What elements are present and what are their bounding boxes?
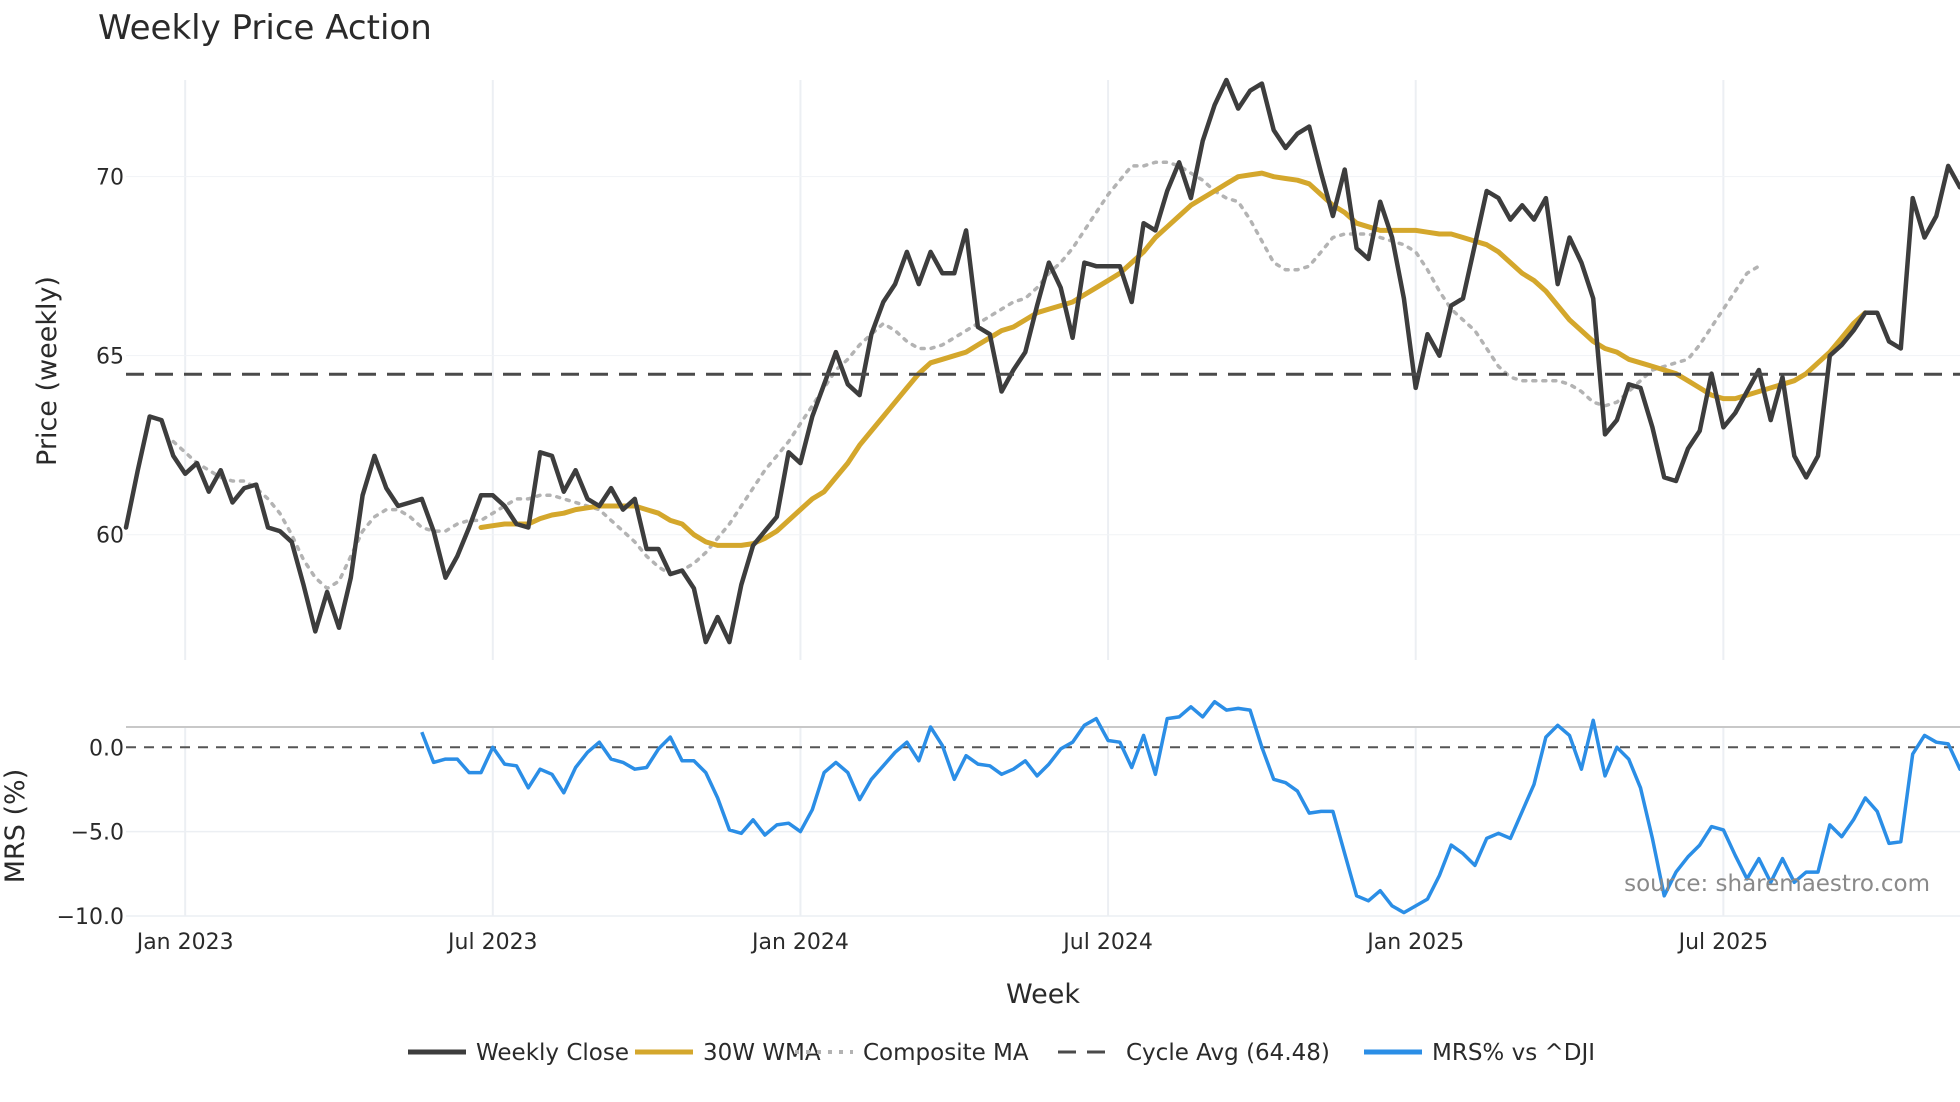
- x-tick-label: Jul 2025: [1677, 930, 1769, 955]
- legend-label: MRS% vs ^DJI: [1432, 1040, 1595, 1066]
- y-tick-labels: 60 65 70 0.0 −5.0 −10.0: [57, 166, 124, 930]
- source-watermark: source: sharemaestro.com: [1624, 871, 1930, 897]
- x-axis-label: Week: [1006, 979, 1080, 1010]
- legend-item: Weekly Close: [408, 1040, 629, 1066]
- price-y-tick-label: 65: [96, 345, 124, 370]
- price-axis-label: Price (weekly): [32, 276, 63, 466]
- series-mrs-vs-dji: [420, 699, 1960, 915]
- mrs-y-tick-label: 0.0: [89, 736, 124, 761]
- price-panel-series: [123, 77, 1960, 645]
- legend-label: Weekly Close: [476, 1040, 629, 1066]
- x-tick-label: Jan 2025: [1365, 930, 1464, 955]
- series-weekly-close: [123, 77, 1960, 645]
- price-panel-grid: [126, 80, 1960, 660]
- mrs-panel-grid: [126, 727, 1960, 917]
- x-tick-label: Jul 2023: [446, 930, 538, 955]
- chart-legend: Weekly Close 30W WMA Composite MA Cycle Avg…: [408, 1040, 1595, 1066]
- legend-item: Composite MA: [795, 1040, 1029, 1066]
- price-y-tick-label: 60: [96, 524, 124, 549]
- mrs-axis-label: MRS (%): [0, 769, 31, 884]
- x-tick-label: Jan 2024: [750, 930, 849, 955]
- legend-item: Cycle Avg (64.48): [1058, 1040, 1330, 1066]
- x-tick-labels: Jan 2023 Jul 2023 Jan 2024 Jul 2024 Jan 2025…: [135, 930, 1768, 955]
- legend-label: Cycle Avg (64.48): [1126, 1040, 1330, 1066]
- series-composite-ma: [171, 160, 1761, 591]
- mrs-panel-series: [420, 699, 1960, 915]
- price-y-tick-label: 70: [96, 166, 124, 191]
- legend-item: MRS% vs ^DJI: [1364, 1040, 1595, 1066]
- legend-item: 30W WMA: [635, 1040, 821, 1066]
- x-tick-label: Jan 2023: [135, 930, 234, 955]
- series-30w-wma: [478, 170, 1868, 548]
- legend-label: Composite MA: [863, 1040, 1029, 1066]
- x-tick-label: Jul 2024: [1061, 930, 1153, 955]
- legend-label: 30W WMA: [703, 1040, 821, 1066]
- mrs-y-tick-label: −10.0: [57, 905, 124, 930]
- mrs-y-tick-label: −5.0: [71, 821, 124, 846]
- chart-title: Weekly Price Action: [98, 8, 432, 48]
